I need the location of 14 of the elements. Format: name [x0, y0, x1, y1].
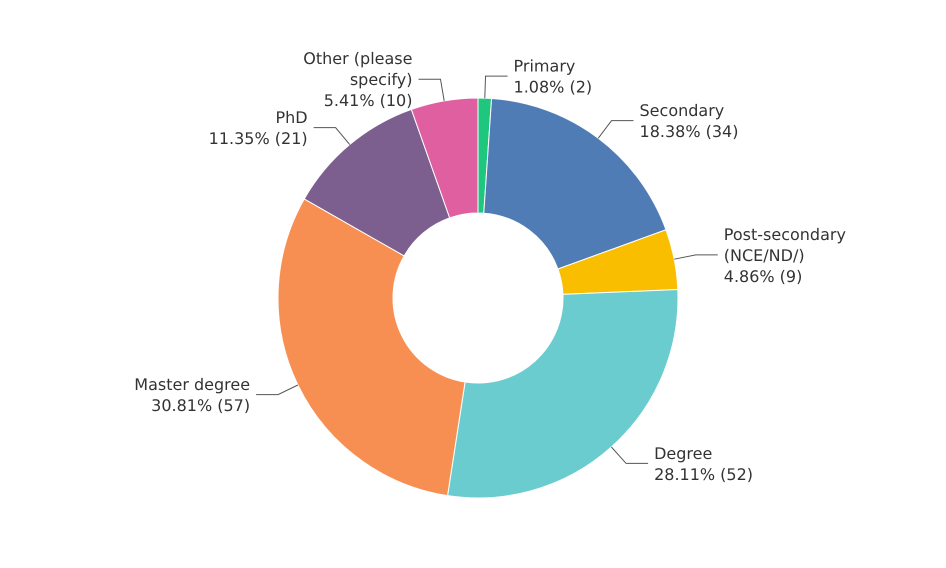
data-label: 18.38% (34): [640, 122, 738, 141]
slice-label: Degree: [654, 443, 712, 462]
slice-label: Master degree: [134, 374, 250, 394]
data-label: 28.11% (52): [654, 464, 754, 484]
slice-label: Post-secondary (NCE/ND/): [724, 224, 846, 264]
slice-label: Other (please specify): [303, 48, 412, 89]
data-label: 11.35% (21): [208, 128, 308, 148]
slice-label: Primary: [514, 56, 576, 76]
slice-label: Secondary: [640, 100, 724, 120]
slice-label: PhD: [276, 108, 308, 127]
data-label: 1.08% (2): [514, 77, 592, 96]
data-label: 30.81% (57): [151, 396, 250, 415]
data-label: 4.86% (9): [724, 266, 802, 286]
data-label: 5.41% (10): [324, 90, 412, 110]
